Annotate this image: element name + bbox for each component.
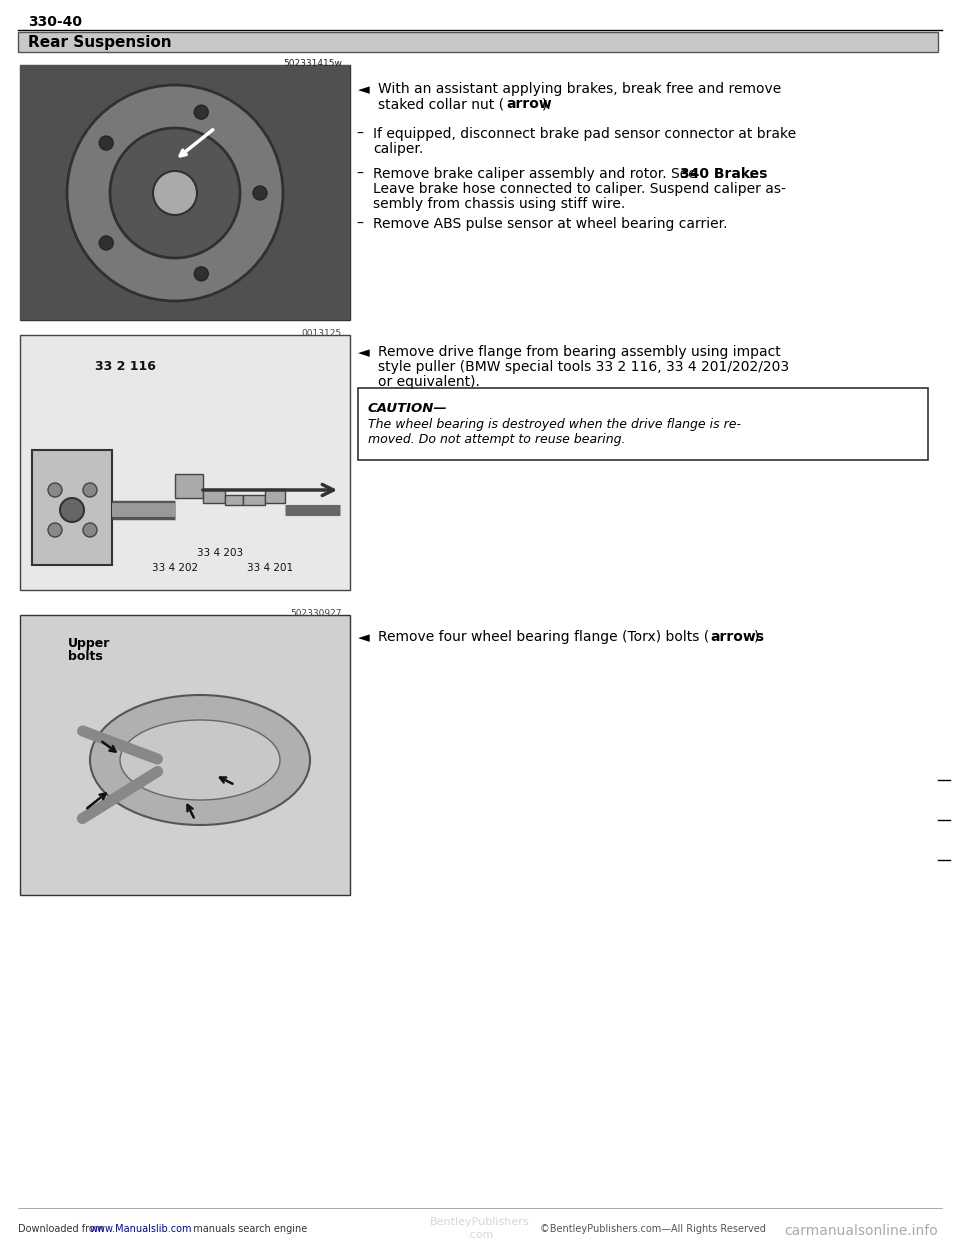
Text: arrow: arrow	[506, 97, 552, 111]
Text: With an assistant applying brakes, break free and remove: With an assistant applying brakes, break…	[378, 82, 781, 96]
Text: ©BentleyPublishers.com—All Rights Reserved: ©BentleyPublishers.com—All Rights Reserv…	[540, 1225, 766, 1235]
Text: moved. Do not attempt to reuse bearing.: moved. Do not attempt to reuse bearing.	[368, 433, 626, 446]
Text: bolts: bolts	[68, 650, 103, 663]
Circle shape	[60, 498, 84, 522]
Circle shape	[110, 128, 240, 258]
Text: arrows: arrows	[710, 630, 764, 645]
Text: –: –	[356, 166, 363, 181]
Text: style puller (BMW special tools 33 2 116, 33 4 201/202/203: style puller (BMW special tools 33 2 116…	[378, 360, 789, 374]
Text: Upper: Upper	[68, 637, 110, 650]
Text: ).: ).	[542, 97, 552, 111]
Text: ◄: ◄	[358, 82, 370, 97]
Text: Rear Suspension: Rear Suspension	[28, 35, 172, 50]
Text: The wheel bearing is destroyed when the drive flange is re-: The wheel bearing is destroyed when the …	[368, 419, 741, 431]
Circle shape	[48, 483, 62, 497]
Text: Remove ABS pulse sensor at wheel bearing carrier.: Remove ABS pulse sensor at wheel bearing…	[373, 217, 728, 231]
Text: 502330927: 502330927	[291, 609, 342, 619]
Text: –: –	[356, 127, 363, 142]
Circle shape	[48, 523, 62, 537]
Text: .com: .com	[467, 1230, 493, 1240]
Text: ◄: ◄	[358, 630, 370, 645]
Text: manuals search engine: manuals search engine	[187, 1225, 307, 1235]
Bar	[203, 489, 225, 503]
Circle shape	[67, 84, 283, 301]
Bar	[225, 496, 243, 505]
Circle shape	[83, 483, 97, 497]
Text: CAUTION—: CAUTION—	[368, 402, 447, 415]
Text: 33 2 116: 33 2 116	[95, 360, 156, 373]
Text: Remove drive flange from bearing assembly using impact: Remove drive flange from bearing assembl…	[378, 345, 780, 359]
Bar	[18, 32, 938, 52]
Text: carmanualsonline.info: carmanualsonline.info	[784, 1225, 938, 1238]
Circle shape	[153, 171, 197, 215]
Text: Downloaded from: Downloaded from	[18, 1225, 108, 1235]
Bar	[20, 335, 350, 590]
Bar	[175, 474, 203, 498]
Text: www.Manualslib.com: www.Manualslib.com	[90, 1225, 193, 1235]
Circle shape	[99, 236, 113, 250]
Text: or equivalent).: or equivalent).	[378, 375, 480, 389]
Circle shape	[99, 137, 113, 150]
Text: .: .	[748, 166, 753, 181]
Text: staked collar nut (: staked collar nut (	[378, 97, 504, 111]
Text: 330-40: 330-40	[28, 15, 82, 29]
Bar	[20, 65, 350, 320]
Text: sembly from chassis using stiff wire.: sembly from chassis using stiff wire.	[373, 197, 625, 211]
Circle shape	[253, 186, 267, 200]
Text: Remove brake caliper assembly and rotor. See: Remove brake caliper assembly and rotor.…	[373, 166, 701, 181]
Text: –: –	[356, 217, 363, 231]
Text: ◄: ◄	[358, 345, 370, 360]
Text: 33 4 202: 33 4 202	[152, 563, 198, 573]
Circle shape	[194, 106, 208, 119]
Bar	[32, 450, 112, 565]
Text: ).: ).	[754, 630, 764, 645]
Text: 340 Brakes: 340 Brakes	[680, 166, 767, 181]
Text: If equipped, disconnect brake pad sensor connector at brake: If equipped, disconnect brake pad sensor…	[373, 127, 796, 142]
Circle shape	[83, 523, 97, 537]
Bar	[20, 65, 350, 320]
Text: 0013125: 0013125	[301, 329, 342, 338]
Text: Leave brake hose connected to caliper. Suspend caliper as-: Leave brake hose connected to caliper. S…	[373, 183, 786, 196]
Text: 33 4 203: 33 4 203	[197, 548, 243, 558]
Bar	[358, 388, 928, 460]
Ellipse shape	[120, 720, 280, 800]
Text: 502331415w: 502331415w	[283, 60, 342, 68]
Text: Remove four wheel bearing flange (Torx) bolts (: Remove four wheel bearing flange (Torx) …	[378, 630, 709, 645]
Text: BentleyPublishers: BentleyPublishers	[430, 1217, 530, 1227]
FancyArrowPatch shape	[83, 771, 157, 818]
Text: 33 4 201: 33 4 201	[247, 563, 293, 573]
Text: caliper.: caliper.	[373, 142, 423, 156]
Circle shape	[194, 267, 208, 281]
Ellipse shape	[90, 696, 310, 825]
Bar	[243, 496, 265, 505]
FancyArrowPatch shape	[83, 732, 157, 759]
Bar	[265, 489, 285, 503]
Bar	[20, 615, 350, 895]
